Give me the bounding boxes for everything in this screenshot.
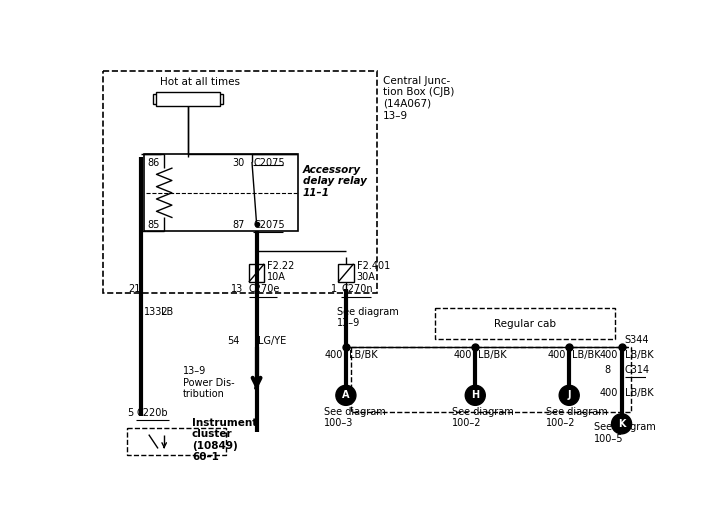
Text: LB/BK: LB/BK <box>625 389 653 398</box>
Text: 21: 21 <box>128 284 140 295</box>
Text: Instrument
cluster
(10849)
60–1: Instrument cluster (10849) 60–1 <box>192 417 257 462</box>
Text: C2075: C2075 <box>253 220 285 230</box>
Text: H: H <box>471 390 480 400</box>
Text: S344: S344 <box>625 335 649 345</box>
Text: 13: 13 <box>231 284 243 295</box>
Text: C2075: C2075 <box>253 158 285 168</box>
Text: See diagram
100–3: See diagram 100–3 <box>324 407 386 428</box>
Text: F2.401
30A: F2.401 30A <box>356 261 390 282</box>
Text: 400: 400 <box>324 350 343 360</box>
Circle shape <box>611 414 631 434</box>
Text: 87: 87 <box>232 220 244 230</box>
Text: See diagram
100–2: See diagram 100–2 <box>452 407 514 428</box>
Text: See diagram
100–2: See diagram 100–2 <box>546 407 608 428</box>
Text: See diagram
13–9: See diagram 13–9 <box>337 307 398 328</box>
Circle shape <box>465 385 485 406</box>
Text: 8: 8 <box>605 364 611 375</box>
Circle shape <box>559 385 579 406</box>
Circle shape <box>336 385 356 406</box>
Text: LG/YE: LG/YE <box>258 336 287 346</box>
Text: 13–9
Power Dis-
tribution: 13–9 Power Dis- tribution <box>183 366 234 399</box>
Text: 30: 30 <box>232 158 244 168</box>
Text: LB/BK: LB/BK <box>625 350 653 360</box>
Text: C314: C314 <box>625 364 649 375</box>
Text: 1332: 1332 <box>144 307 168 317</box>
Text: Accessory
delay relay
11–1: Accessory delay relay 11–1 <box>303 165 366 198</box>
Text: 400: 400 <box>548 350 566 360</box>
Text: C220b: C220b <box>137 408 168 417</box>
Text: 54: 54 <box>228 336 240 346</box>
Text: Regular cab: Regular cab <box>495 319 557 329</box>
Polygon shape <box>153 94 222 104</box>
Text: Hot at all times: Hot at all times <box>160 77 240 87</box>
Text: K: K <box>618 419 625 429</box>
Text: F2.22
10A: F2.22 10A <box>267 261 294 282</box>
Text: 1: 1 <box>330 284 337 295</box>
Text: 400: 400 <box>600 389 618 398</box>
Polygon shape <box>156 92 220 106</box>
Text: 5: 5 <box>127 408 133 417</box>
Text: A: A <box>342 390 350 400</box>
Text: See diagram
100–5: See diagram 100–5 <box>594 422 656 444</box>
Text: C270n: C270n <box>341 284 373 295</box>
Text: LB/BK: LB/BK <box>478 350 507 360</box>
Text: C270e: C270e <box>249 284 280 295</box>
Text: Central Junc-
tion Box (CJB)
(14A067)
13–9: Central Junc- tion Box (CJB) (14A067) 13… <box>383 76 454 121</box>
Text: J: J <box>567 390 571 400</box>
Text: LB/BK: LB/BK <box>572 350 601 360</box>
Text: 85: 85 <box>147 220 160 230</box>
Text: 86: 86 <box>147 158 160 168</box>
Text: LB/BK: LB/BK <box>349 350 377 360</box>
Text: 400: 400 <box>454 350 472 360</box>
Text: 400: 400 <box>600 350 618 360</box>
Text: LB: LB <box>161 307 174 317</box>
